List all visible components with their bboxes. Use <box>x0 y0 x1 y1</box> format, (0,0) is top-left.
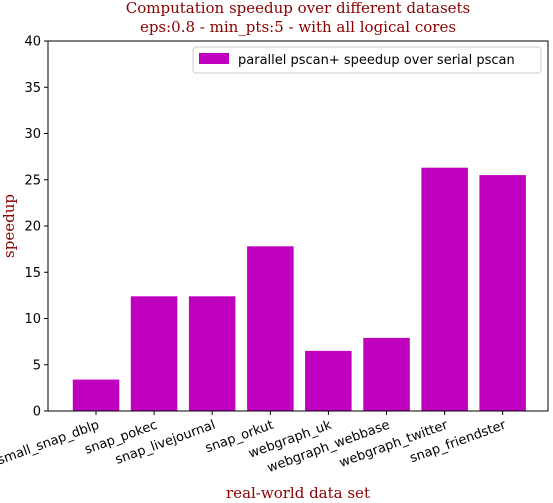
bar-webgraph-twitter <box>421 167 468 411</box>
bar-small-snap-dblp <box>72 379 120 411</box>
x-axis: small_snap_dblpsnap_pokecsnap_livejourna… <box>0 411 509 476</box>
legend-label: parallel pscan+ speedup over serial psca… <box>238 53 515 68</box>
y-axis-label: speedup <box>0 194 18 258</box>
y-tick-label: 15 <box>24 266 41 281</box>
y-tick-label: 25 <box>24 173 41 188</box>
y-axis: 0 5 10 15 20 25 30 35 40 <box>24 35 48 420</box>
legend: parallel pscan+ speedup over serial psca… <box>192 46 542 74</box>
bar-snap-pokec <box>130 296 178 411</box>
y-tick-label: 35 <box>24 81 41 96</box>
bar-snap-friendster <box>479 175 526 411</box>
chart-subtitle: eps:0.8 - min_pts:5 - with all logical c… <box>140 18 456 36</box>
bar-snap-livejournal <box>188 296 236 411</box>
legend-swatch <box>199 53 229 64</box>
y-tick-label: 40 <box>24 35 41 50</box>
bar-webgraph-uk <box>305 350 352 411</box>
chart-title: Computation speedup over different datas… <box>126 0 471 17</box>
bar-webgraph-webbase <box>363 337 410 411</box>
y-tick-label: 20 <box>24 220 41 235</box>
y-tick-label: 10 <box>24 312 41 327</box>
legend-box <box>192 46 542 74</box>
y-tick-label: 0 <box>33 405 41 420</box>
bars-group <box>72 167 526 411</box>
x-axis-label: real-world data set <box>226 484 370 502</box>
y-tick-label: 5 <box>33 358 41 373</box>
bar-snap-orkut <box>247 246 294 411</box>
y-tick-label: 30 <box>24 127 41 142</box>
plot-frame <box>47 40 549 412</box>
